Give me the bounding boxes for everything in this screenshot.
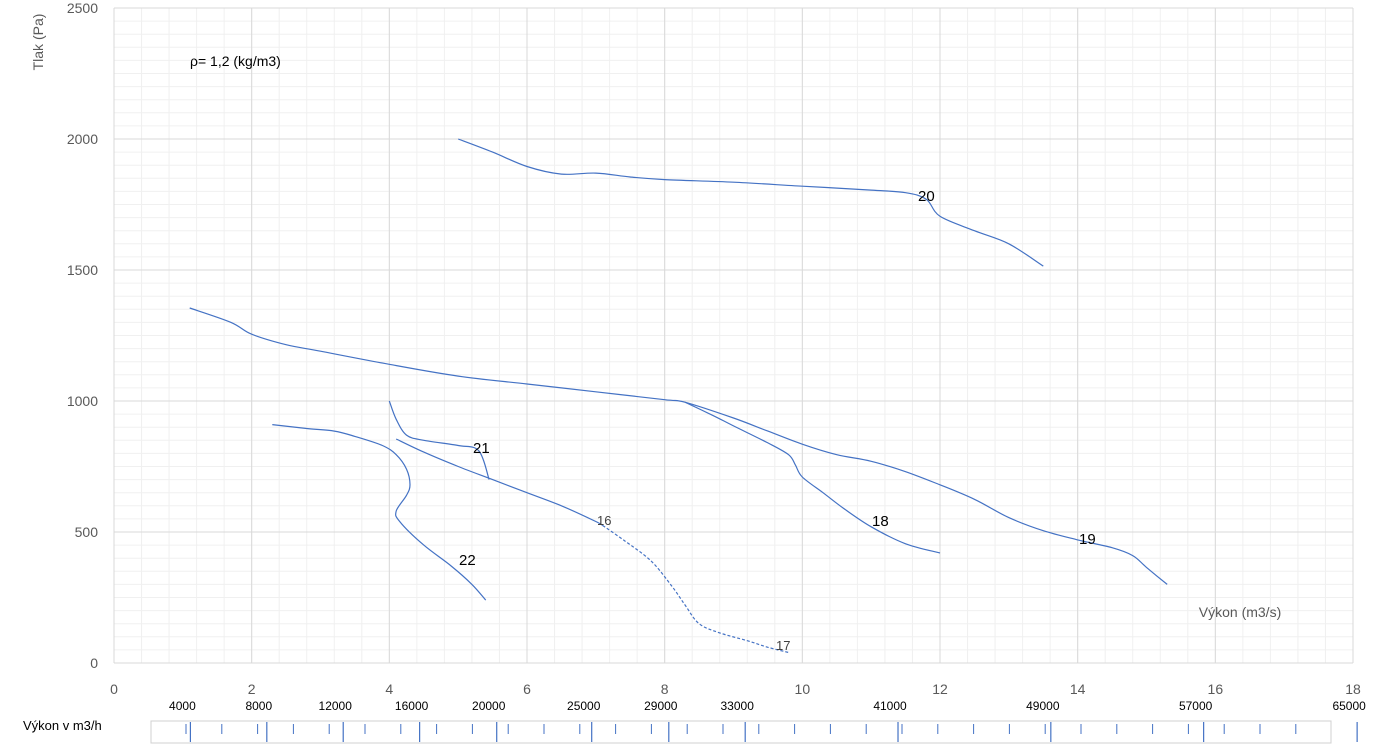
x-tick-label: 16 xyxy=(1208,681,1224,697)
series-line-22 xyxy=(272,424,487,601)
y-tick-label: 1000 xyxy=(67,393,98,409)
flow-label: 49000 xyxy=(1026,699,1060,713)
series-line-17 xyxy=(602,525,789,654)
series-line-18 xyxy=(685,401,941,554)
x-tick-label: 6 xyxy=(523,681,531,697)
y-tick-label: 1500 xyxy=(67,262,98,278)
axes: 0 2 4 6 8 10 12 14 16 18 0 500 1000 1500 2000 2500 xyxy=(67,0,1361,697)
grid xyxy=(113,7,1354,664)
x-tick-label: 14 xyxy=(1070,681,1086,697)
y-tick-label: 2500 xyxy=(67,0,98,16)
flow-label: 57000 xyxy=(1179,699,1213,713)
y-tick-label: 500 xyxy=(75,524,99,540)
series-line-19 xyxy=(189,307,1168,585)
flow-label: 20000 xyxy=(472,699,506,713)
y-tick-label: 0 xyxy=(90,655,98,671)
series-line-20 xyxy=(457,138,1044,267)
series-line-16 xyxy=(395,438,604,527)
flow-label: 12000 xyxy=(319,699,353,713)
flow-axis-ticks xyxy=(185,722,1358,742)
x-tick-label: 10 xyxy=(795,681,811,697)
y-axis-title: Tlak (Pa) xyxy=(30,14,46,71)
flow-label: 41000 xyxy=(873,699,907,713)
series-layer xyxy=(189,138,1168,654)
density-annotation: ρ= 1,2 (kg/m3) xyxy=(190,53,281,69)
curve-label-22: 22 xyxy=(459,552,476,569)
curve-label-20: 20 xyxy=(918,188,935,205)
curve-label-17: 17 xyxy=(776,638,790,653)
curve-label-18: 18 xyxy=(872,513,889,530)
flow-axis: Výkon v m3/h 4000 8000 12000 16000 20000 2500… xyxy=(23,699,1366,744)
flow-label: 25000 xyxy=(567,699,601,713)
x-tick-label: 18 xyxy=(1345,681,1361,697)
curve-label-21: 21 xyxy=(473,440,490,457)
flow-axis-bar xyxy=(150,720,1332,744)
y-tick-label: 2000 xyxy=(67,131,98,147)
curve-label-19: 19 xyxy=(1079,531,1096,548)
flow-label: 65000 xyxy=(1332,699,1366,713)
flow-label: 8000 xyxy=(245,699,272,713)
series-line-21 xyxy=(388,400,490,480)
flow-label: 33000 xyxy=(721,699,755,713)
x-tick-label: 4 xyxy=(385,681,393,697)
flow-label: 29000 xyxy=(644,699,678,713)
flow-axis-title: Výkon v m3/h xyxy=(23,718,102,733)
flow-label: 16000 xyxy=(395,699,429,713)
flow-axis-labels: 4000 8000 12000 16000 20000 25000 29000 33000 41… xyxy=(169,699,1366,713)
x-axis-title: Výkon (m3/s) xyxy=(1199,604,1281,620)
x-tick-label: 0 xyxy=(110,681,118,697)
x-tick-label: 12 xyxy=(932,681,948,697)
x-tick-label: 2 xyxy=(248,681,256,697)
flow-label: 4000 xyxy=(169,699,196,713)
x-tick-label: 8 xyxy=(661,681,669,697)
curve-label-16: 16 xyxy=(597,513,611,528)
